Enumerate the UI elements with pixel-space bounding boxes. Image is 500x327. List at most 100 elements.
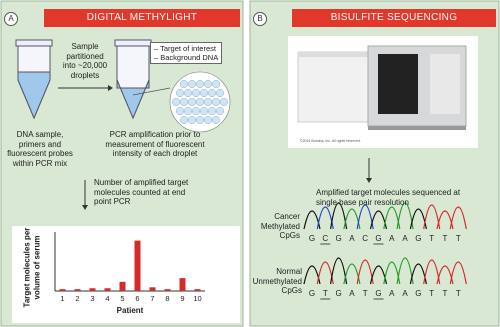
count-text: Number of amplified target molecules cou…: [94, 178, 189, 206]
base-letter: T: [456, 234, 461, 243]
bar: [119, 281, 126, 291]
droplet: [187, 97, 197, 107]
base-letter: G: [375, 289, 381, 298]
droplet: [203, 79, 213, 89]
y-axis-label: Target molecules per volume of serum: [22, 227, 42, 308]
droplet: [207, 106, 217, 116]
tube: [114, 39, 171, 120]
base-letter: C: [362, 234, 368, 243]
arrow-head: [82, 205, 88, 210]
x-tick-label: 5: [120, 294, 124, 303]
trace-peak: [396, 202, 414, 230]
panel-badge: A: [4, 12, 18, 26]
droplet: [199, 106, 209, 116]
bar: [74, 289, 81, 291]
droplet: [183, 88, 193, 98]
x-tick-label: 7: [150, 294, 154, 303]
bar: [164, 289, 171, 291]
droplet: [191, 88, 201, 98]
droplet: [187, 115, 197, 125]
base-letter: A: [402, 234, 408, 243]
trace-peak: [356, 204, 374, 230]
droplet: [175, 88, 185, 98]
bar: [134, 240, 141, 291]
droplet: [175, 106, 185, 116]
base-letter: A: [389, 289, 395, 298]
base-letter: T: [429, 289, 434, 298]
arrow-head: [366, 178, 372, 183]
droplet: [203, 97, 213, 107]
chart-area: [12, 226, 240, 323]
bar: [104, 288, 111, 291]
droplet: [191, 106, 201, 116]
chromatograms: G C G A C G A A G T T TG T G A T G A A G T T T: [303, 202, 467, 300]
base-letter: C: [322, 234, 328, 243]
bar: [59, 289, 66, 291]
base-letter: T: [323, 289, 328, 298]
droplets: [169, 71, 231, 133]
base-letter: A: [349, 234, 355, 243]
tube-caption: PCR amplification prior to measurement o…: [105, 130, 205, 158]
bar: [179, 278, 186, 291]
base-letter: T: [363, 289, 368, 298]
legend-entry: – Background DNA: [154, 53, 219, 62]
trace-peak: [356, 259, 374, 285]
legend-entry: – Target of interest: [154, 44, 216, 53]
x-tick-label: 8: [165, 294, 169, 303]
copyright: ©2014 Illumina, Inc. All rights reserved…: [300, 139, 361, 143]
sequenced-text: Amplified target molecules sequenced at …: [316, 188, 461, 207]
bar: [149, 287, 156, 291]
base-letter: G: [375, 234, 381, 243]
trace-peak: [423, 259, 441, 285]
base-letter: T: [443, 289, 448, 298]
base-letter: G: [415, 289, 421, 298]
trace-peak: [330, 202, 348, 230]
droplet: [179, 97, 189, 107]
x-tick-label: 2: [75, 294, 79, 303]
droplet: [171, 97, 181, 107]
droplet: [215, 106, 225, 116]
droplet: [199, 88, 209, 98]
trace-peak: [423, 204, 441, 230]
base-letter: G: [309, 234, 315, 243]
droplet: [203, 115, 213, 125]
sequencer-image: [288, 36, 478, 148]
droplet: [179, 79, 189, 89]
base-letter: G: [335, 289, 341, 298]
arrow-head: [108, 85, 113, 91]
panel-title: DIGITAL METHYLIGHT: [86, 12, 198, 23]
droplet: [183, 106, 193, 116]
x-tick-label: 10: [193, 294, 201, 303]
x-axis-label: Patient: [116, 306, 144, 315]
tube-caption: DNA sample, primers and fluorescent prob…: [7, 130, 73, 168]
cancer-label: Cancer Methylated CpGs: [260, 212, 300, 240]
base-letter: A: [349, 289, 355, 298]
x-tick-label: 4: [105, 294, 109, 303]
bar: [194, 289, 201, 291]
panel-badge: B: [253, 12, 267, 26]
base-letter: T: [456, 289, 461, 298]
trace-peak: [396, 257, 414, 285]
base-letter: G: [335, 234, 341, 243]
droplet: [207, 88, 217, 98]
partition-text: Sample partitioned into ~20,000 droplets: [62, 42, 108, 80]
droplet: [195, 97, 205, 107]
droplet: [211, 79, 221, 89]
title-bar: [292, 9, 496, 27]
base-letter: T: [429, 234, 434, 243]
bar: [89, 288, 96, 291]
base-letter: G: [309, 289, 315, 298]
bar-chart: 1 2 3 4 5 6 7 8 9 10: [59, 240, 202, 303]
droplet: [215, 88, 225, 98]
x-tick-label: 9: [180, 294, 184, 303]
droplet: [211, 115, 221, 125]
panel-title: BISULFITE SEQUENCING: [330, 12, 458, 23]
droplet: [219, 97, 229, 107]
x-tick-label: 6: [135, 294, 139, 303]
x-tick-label: 3: [90, 294, 94, 303]
droplet: [195, 115, 205, 125]
legend: – Target of interest – Background DNA: [150, 42, 223, 64]
droplet: [195, 79, 205, 89]
